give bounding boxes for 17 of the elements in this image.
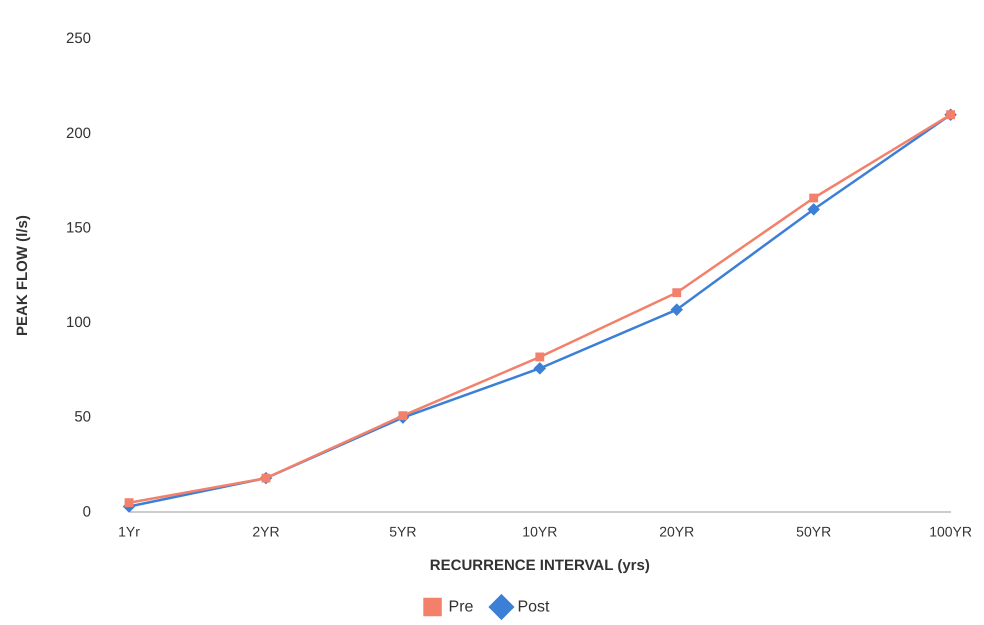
x-tick-label: 50YR bbox=[796, 523, 832, 540]
y-tick-label: 250 bbox=[66, 30, 92, 48]
legend-label: Post bbox=[517, 598, 550, 616]
x-tick-label: 10YR bbox=[522, 523, 558, 540]
y-tick-label: 100 bbox=[66, 314, 92, 332]
x-axis-title: RECURRENCE INTERVAL (yrs) bbox=[430, 557, 650, 574]
y-tick-label: 200 bbox=[66, 124, 92, 142]
x-tick-label: 5YR bbox=[389, 523, 416, 540]
y-axis-title: PEAK FLOW (l/s) bbox=[14, 215, 32, 336]
x-tick-label: 20YR bbox=[659, 523, 694, 540]
y-tick-label: 0 bbox=[82, 503, 92, 520]
x-tick-label: 100YR bbox=[929, 523, 972, 540]
x-tick-label: 1Yr bbox=[118, 523, 140, 540]
x-tick-label: 2YR bbox=[252, 523, 280, 540]
y-tick-label: 150 bbox=[66, 219, 92, 236]
y-tick-label: 50 bbox=[74, 408, 92, 426]
legend-label: Pre bbox=[448, 598, 474, 616]
